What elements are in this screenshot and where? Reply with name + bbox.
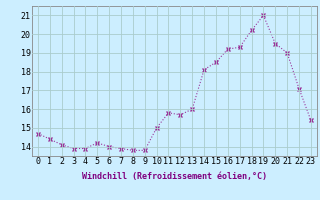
X-axis label: Windchill (Refroidissement éolien,°C): Windchill (Refroidissement éolien,°C) (82, 172, 267, 181)
